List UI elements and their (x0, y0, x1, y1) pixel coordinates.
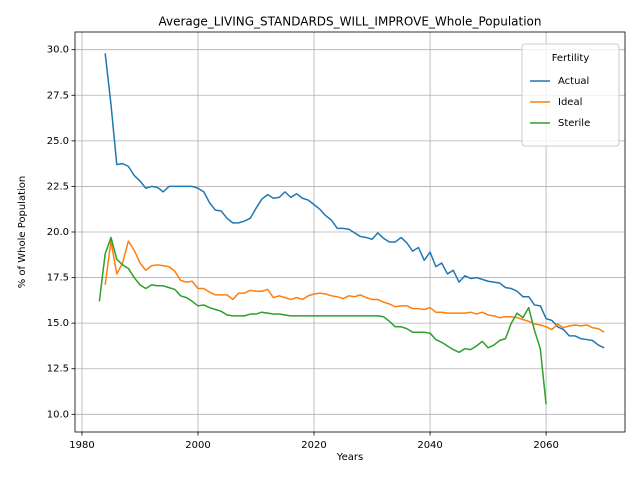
y-tick-label: 17.5 (47, 273, 69, 284)
legend-title: Fertility (552, 53, 590, 64)
series-line (104, 240, 605, 333)
x-tick-label: 2020 (301, 440, 326, 451)
legend-label: Actual (558, 76, 589, 87)
chart-title: Average_LIVING_STANDARDS_WILL_IMPROVE_Wh… (158, 15, 541, 29)
legend-label: Sterile (558, 118, 590, 129)
y-tick-label: 25.0 (47, 136, 69, 147)
x-axis-label: Years (336, 452, 363, 463)
legend-label: Ideal (558, 97, 582, 108)
plot-frame (74, 31, 626, 433)
x-tick-label: 2040 (417, 440, 442, 451)
y-tick-label: 22.5 (47, 181, 69, 192)
y-tick-label: 12.5 (47, 364, 69, 375)
y-axis-label: % of Whole Population (17, 176, 28, 289)
y-tick-label: 15.0 (47, 318, 69, 329)
series-line (104, 53, 605, 349)
y-tick-label: 30.0 (47, 45, 69, 56)
series-line (98, 236, 547, 405)
y-tick-label: 10.0 (47, 409, 69, 420)
x-tick-label: 1980 (69, 440, 94, 451)
x-tick-label: 2060 (533, 440, 558, 451)
legend-box (521, 43, 620, 147)
x-tick-label: 2000 (185, 440, 210, 451)
y-tick-label: 27.5 (47, 90, 69, 101)
y-tick-label: 20.0 (47, 227, 69, 238)
